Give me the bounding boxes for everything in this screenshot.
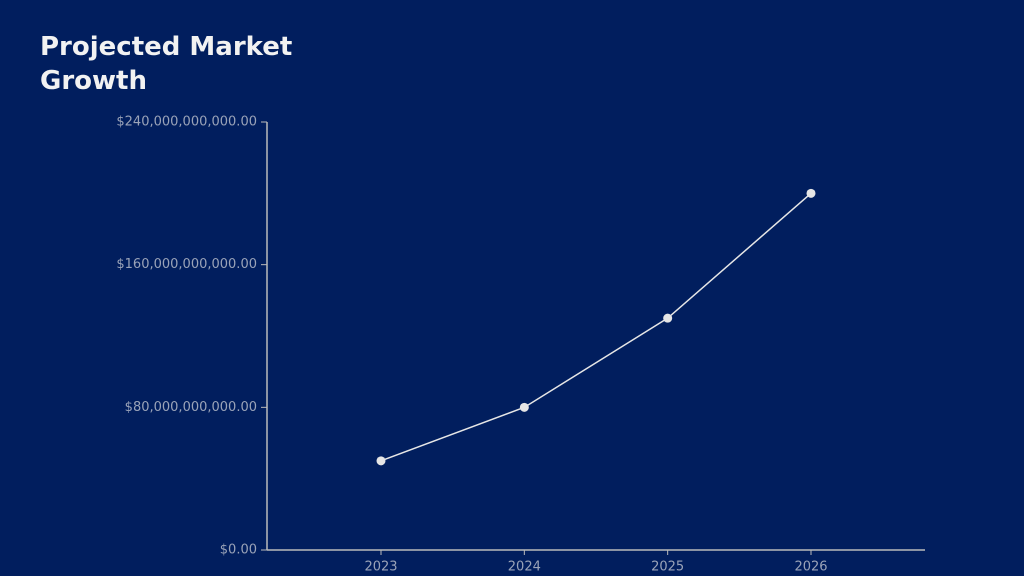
data-point [663,313,673,323]
data-line [380,192,812,462]
y-tick-label: $160,000,000,000.00 [116,257,257,272]
x-tick-label: 2026 [794,560,827,575]
x-tick-label: 2023 [364,560,397,575]
data-point [806,188,816,198]
x-tick-label: 2025 [651,560,684,575]
x-tick-label: 2024 [508,560,541,575]
chart-title: Projected Market Growth [40,32,293,96]
y-tick-label: $240,000,000,000.00 [116,115,257,130]
y-tick-label: $0.00 [220,543,257,558]
data-point [376,456,386,466]
y-tick-label: $80,000,000,000.00 [125,400,257,415]
data-point [519,402,529,412]
